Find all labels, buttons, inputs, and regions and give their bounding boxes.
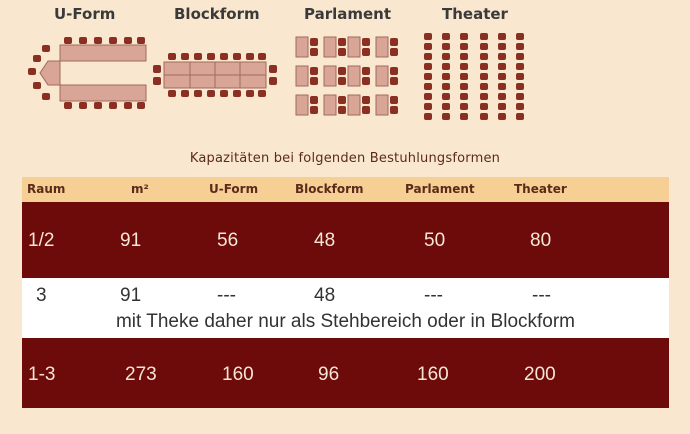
label-parlament: Parlament xyxy=(304,5,392,23)
header-raum: Raum xyxy=(27,182,66,196)
cell-parlament: 50 xyxy=(424,230,446,251)
cell-blockform: 48 xyxy=(314,285,336,306)
table-row: 3 91 --- 48 --- --- mit Theke daher nur … xyxy=(22,278,669,338)
table-header: Raum m² U-Form Blockform Parlament Theat… xyxy=(22,177,669,202)
header-m2: m² xyxy=(131,182,149,196)
theater-diagram xyxy=(424,33,524,120)
table-row: 1/2 91 56 48 50 80 xyxy=(22,202,669,278)
cell-parlament: 160 xyxy=(417,364,449,385)
header-parlament: Parlament xyxy=(405,182,475,196)
label-theater: Theater xyxy=(442,5,508,23)
cell-m2: 91 xyxy=(120,230,142,251)
header-blockform: Blockform xyxy=(295,182,364,196)
seating-diagrams xyxy=(28,33,524,120)
cell-blockform: 96 xyxy=(318,364,340,385)
cell-parlament: --- xyxy=(424,285,443,306)
cell-theater: 200 xyxy=(524,364,556,385)
cell-blockform: 48 xyxy=(314,230,336,251)
cell-theater: 80 xyxy=(530,230,552,251)
room-note: mit Theke daher nur als Stehbereich oder… xyxy=(115,311,576,332)
cell-raum: 1-3 xyxy=(28,364,56,385)
blockform-diagram xyxy=(163,61,267,89)
parlament-diagram xyxy=(295,36,398,116)
capacity-table: Raum m² U-Form Blockform Parlament Theat… xyxy=(22,177,669,408)
cell-raum: 1/2 xyxy=(28,230,55,251)
blockform-chairs xyxy=(153,53,277,97)
u-form-chairs xyxy=(28,37,145,109)
label-blockform: Blockform xyxy=(174,5,260,23)
cell-m2: 273 xyxy=(125,364,157,385)
cell-u-form: --- xyxy=(217,285,236,306)
table-row: 1-3 273 160 96 160 200 xyxy=(22,338,669,408)
capacity-caption: Kapazitäten bei folgenden Bestuhlungsfor… xyxy=(189,151,501,166)
label-u-form: U-Form xyxy=(54,5,116,23)
header-theater: Theater xyxy=(514,182,567,196)
header-u-form: U-Form xyxy=(209,182,259,196)
cell-u-form: 56 xyxy=(217,230,239,251)
cell-m2: 91 xyxy=(120,285,142,306)
cell-u-form: 160 xyxy=(222,364,254,385)
cell-theater: --- xyxy=(532,285,551,306)
cell-raum: 3 xyxy=(36,285,47,306)
u-form-diagram xyxy=(39,44,147,102)
